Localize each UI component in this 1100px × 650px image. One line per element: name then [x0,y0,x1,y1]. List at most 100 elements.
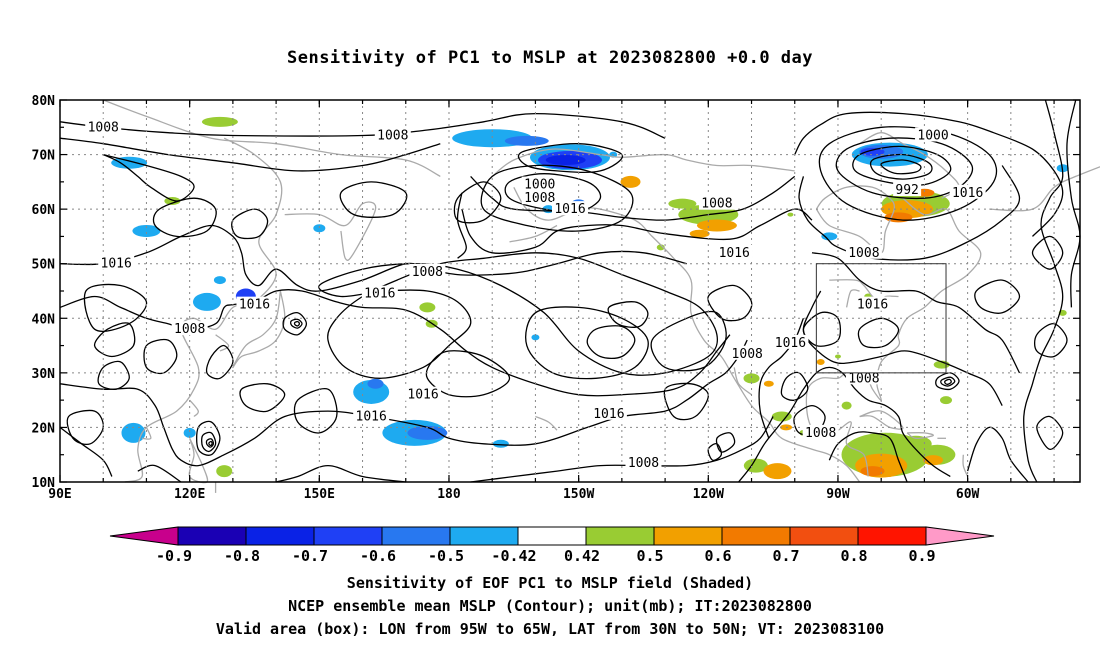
lon-label: 180 [437,487,461,502]
coastline [189,399,199,417]
valid-area-box [815,263,947,374]
coastline [906,432,934,440]
coastline [215,334,230,352]
grid-lines [60,100,1080,482]
contour-label: 1000 [917,128,948,143]
isobar [1023,99,1064,483]
isobar [715,432,736,453]
sensitivity-patch [866,438,879,449]
contour-label: 1008 [412,265,443,280]
isobar [143,338,178,375]
colorbar-label: 0.8 [840,547,867,565]
isobar [802,311,842,347]
contour-label-bg [625,454,662,469]
isobar [811,252,1021,374]
coastline [142,427,152,440]
isobar [940,376,956,387]
isobar [663,382,709,421]
isobar [852,145,952,186]
colorbar-segment [245,526,315,546]
contour-label-bg [698,195,735,210]
lat-label: 50N [32,258,56,273]
sensitivity-patch [743,373,760,384]
isobar [857,317,900,349]
isobar [525,306,649,380]
colorbar-label: -0.7 [292,547,328,565]
isobar [152,197,217,238]
lon-label: 150W [563,487,594,502]
contour-label-bg [949,184,986,199]
coastline [188,438,209,484]
contour-label-bg [893,182,922,197]
isobar [59,339,748,467]
lat-label: 60N [32,203,56,218]
contour-label: 1000 [524,178,555,193]
contour-label-bg [361,285,398,300]
sensitivity-patch [763,380,774,387]
coastline [509,224,558,243]
sensitivity-patch [771,411,792,422]
coastline [845,289,860,308]
contour-label-bg [854,296,891,311]
lat-label: 10N [32,476,56,491]
colorbar-label: 0.5 [636,547,663,565]
coastline [733,367,752,396]
sensitivity-patch [213,276,226,285]
contour-label: 1016 [101,257,132,272]
lon-label: 90W [826,487,850,502]
colorbar-label: 0.7 [772,547,799,565]
contour-label: 1016 [593,407,624,422]
contour-label-bg [85,119,122,134]
colorbar-labels: -0.9 -0.8 -0.7 -0.6 -0.5 -0.42 0.42 0.5 0.6 0.7 0.… [156,547,936,565]
sensitivity-patch [743,458,768,473]
isobar [966,426,1029,483]
isobar [231,208,269,240]
contour-label-bg [353,408,390,423]
isobar [66,409,104,445]
isobar [707,284,753,322]
sensitivity-patch [504,135,549,146]
isobar [461,208,813,254]
sensitivity-patch [656,244,665,251]
contour-label: 1016 [952,186,983,201]
colorbar-label: 0.9 [908,547,935,565]
coastline [829,279,899,303]
contour-label: 1008 [628,456,659,471]
lon-label: 90E [48,487,71,502]
contour-label: 1016 [554,202,585,217]
isobar [586,325,636,360]
sensitivity-patch [923,455,944,466]
coastline [989,166,1100,212]
isobar [974,279,1021,314]
colorbar-label: 0.6 [704,547,731,565]
isobar [201,431,217,453]
sensitivity-patch [860,466,885,477]
sensitivity-patch [419,302,436,313]
contour-label: 992 [895,183,918,198]
isobar [456,192,467,259]
axis-ticks [59,99,1080,483]
contour-label: 1008 [524,191,555,206]
isobar [293,388,338,434]
valid-area-rectangle [815,263,947,374]
contour-label-bg [590,405,627,420]
isobar [470,175,796,221]
colorbar-high-triangle [925,526,995,546]
isobar [944,378,952,385]
isobar [1033,323,1068,358]
isobar [293,320,301,327]
isobar [97,360,130,391]
contour-label: 1016 [775,336,806,351]
sensitivity-patch [132,224,161,237]
contour-label: 1008 [805,426,836,441]
isobar [59,289,731,397]
contour-label: 1016 [857,298,888,313]
isobar [707,443,723,461]
sensitivity-patch [816,358,825,365]
lon-label: 60W [956,487,980,502]
isobar [282,312,308,336]
contour-label: 1016 [407,388,438,403]
isobar [453,181,502,224]
caption-line-1: Sensitivity of EOF PC1 to MSLP field (Sh… [346,574,754,592]
